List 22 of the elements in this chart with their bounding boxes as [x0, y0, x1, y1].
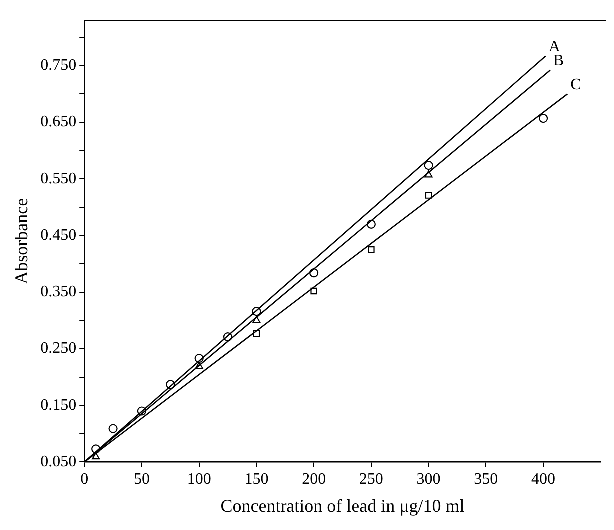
y-tick-label: 0.350	[40, 284, 77, 301]
x-tick-label: 250	[359, 471, 384, 488]
y-axis-title: Absorbance	[12, 198, 32, 284]
y-tick-label: 0.550	[40, 170, 77, 188]
series-label: B	[553, 52, 564, 70]
x-tick-label: 350	[474, 471, 498, 488]
x-tick-label: 150	[244, 471, 269, 488]
x-tick-label: 100	[187, 471, 212, 488]
y-tick-label: 0.050	[40, 453, 77, 470]
x-tick-label: 200	[302, 471, 326, 488]
y-tick-label: 0.750	[40, 57, 77, 74]
x-axis-title: Concentration of lead in μg/10 ml	[220, 496, 465, 516]
x-tick-label: 300	[416, 471, 441, 488]
x-tick-label: 50	[134, 471, 150, 488]
y-tick-label: 0.150	[40, 396, 77, 414]
series-label: C	[570, 76, 582, 94]
x-tick-label: 400	[532, 471, 556, 488]
y-tick-label: 0.450	[40, 226, 77, 244]
y-tick-label: 0.650	[40, 114, 77, 131]
series-label: A	[548, 38, 561, 56]
x-tick-label: 0	[80, 471, 89, 488]
y-tick-label: 0.250	[40, 340, 77, 358]
